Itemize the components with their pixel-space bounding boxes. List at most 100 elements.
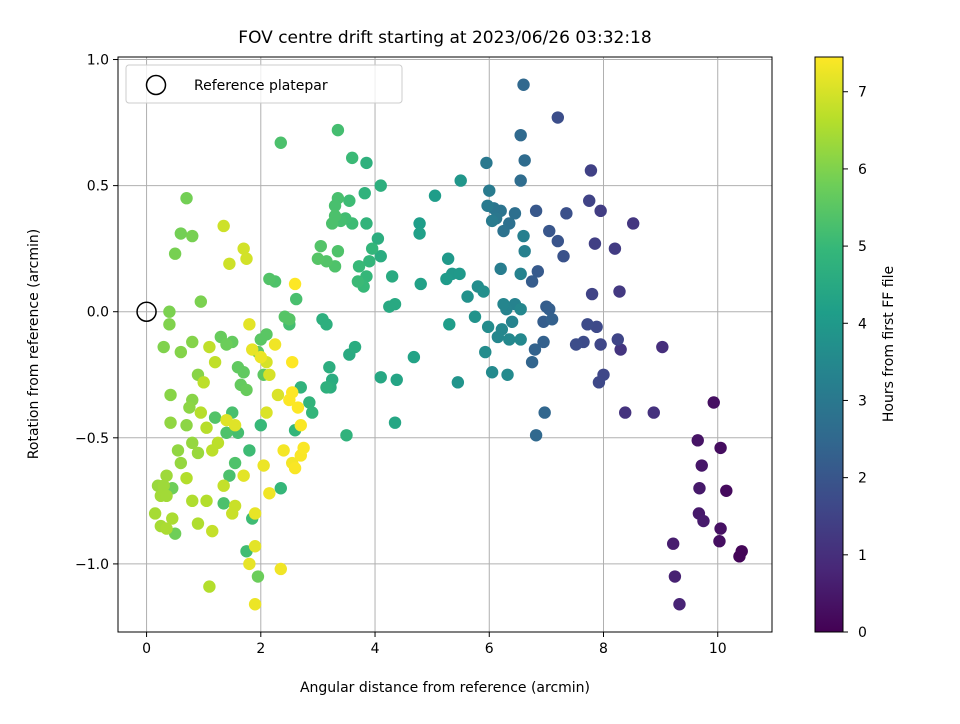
data-point (569, 338, 583, 351)
data-point (479, 345, 492, 359)
x-tick-label: 0 (142, 641, 151, 657)
y-axis-ticks: −1.0 −0.5 0.0 0.5 1.0 (75, 53, 118, 573)
data-point (208, 355, 222, 369)
data-point (237, 469, 250, 482)
data-point (274, 482, 287, 495)
data-point (407, 350, 421, 364)
data-point (246, 343, 259, 356)
data-point (707, 396, 720, 409)
data-point (374, 179, 387, 192)
data-point (351, 275, 365, 288)
data-point (627, 217, 640, 230)
data-point (220, 338, 233, 351)
data-point (713, 535, 726, 548)
data-point (251, 570, 265, 583)
data-point (543, 224, 556, 238)
data-point (248, 507, 262, 520)
data-point (585, 287, 599, 301)
data-point (331, 123, 345, 137)
data-point (160, 469, 173, 482)
data-point (594, 204, 607, 218)
x-tick-label: 10 (709, 641, 727, 657)
data-point (551, 111, 565, 124)
data-point (345, 151, 359, 165)
data-point (316, 313, 329, 326)
x-axis-label: Angular distance from reference (arcmin) (300, 680, 590, 696)
data-point (194, 295, 208, 308)
data-point (383, 300, 396, 313)
data-point (413, 217, 426, 230)
data-point (254, 350, 267, 364)
data-point (514, 174, 527, 187)
y-tick-label: 0.0 (87, 305, 109, 321)
data-point (503, 333, 516, 346)
data-point (274, 562, 287, 576)
data-point (243, 318, 256, 331)
data-point (340, 429, 353, 442)
colorbar: 0 1 2 3 4 5 6 7 Hours from first FF file (814, 56, 897, 641)
data-point (514, 267, 527, 281)
data-point (668, 570, 682, 583)
data-point (514, 333, 527, 346)
data-point (226, 507, 239, 520)
data-point (263, 272, 276, 286)
data-point (283, 313, 296, 326)
data-point (514, 128, 527, 142)
y-axis-label: Rotation from reference (arcmin) (26, 229, 42, 459)
x-tick-label: 6 (485, 641, 494, 657)
data-point (451, 376, 465, 389)
data-point (260, 406, 273, 419)
data-point (197, 376, 210, 389)
data-point (271, 388, 285, 402)
data-point (529, 204, 543, 218)
data-point (594, 338, 607, 351)
data-point (343, 194, 356, 207)
data-point (263, 368, 276, 381)
data-point (263, 487, 276, 500)
data-point (517, 78, 530, 91)
data-point (286, 355, 299, 369)
data-point (735, 545, 748, 558)
data-point (203, 580, 216, 593)
data-point (223, 469, 236, 482)
x-tick-label: 8 (599, 641, 608, 657)
data-point (243, 444, 256, 457)
colorbar-tick-label: 7 (858, 85, 867, 101)
data-point (248, 540, 262, 553)
data-point (164, 388, 177, 402)
data-point (348, 340, 362, 354)
data-point (237, 366, 250, 379)
data-point (306, 406, 319, 419)
data-point (518, 244, 531, 258)
data-point (374, 250, 387, 263)
data-point (491, 330, 505, 344)
data-point (286, 386, 299, 399)
data-point (191, 517, 205, 530)
data-point (697, 514, 710, 528)
colorbar-tick-label: 2 (858, 471, 867, 487)
data-point (217, 479, 230, 492)
data-point (461, 290, 474, 303)
data-point (211, 436, 225, 450)
reference-platepar-marker (136, 301, 157, 322)
legend-entry-label: Reference platepar (194, 78, 328, 94)
y-tick-label: 1.0 (87, 53, 109, 69)
data-point (714, 522, 727, 535)
data-point (323, 360, 336, 374)
data-point (290, 292, 303, 306)
data-point (673, 598, 686, 611)
legend-reference-marker (145, 74, 167, 96)
data-point (160, 489, 173, 503)
data-point (443, 318, 456, 331)
data-point (385, 270, 399, 283)
data-point (485, 366, 499, 379)
data-point (148, 507, 162, 520)
data-point (174, 456, 188, 470)
data-point (206, 524, 219, 538)
data-point (545, 313, 559, 326)
data-point (441, 252, 455, 265)
colorbar-ticks: 0 1 2 3 4 5 6 7 (843, 85, 867, 641)
data-point (171, 444, 185, 457)
data-point (693, 482, 706, 495)
